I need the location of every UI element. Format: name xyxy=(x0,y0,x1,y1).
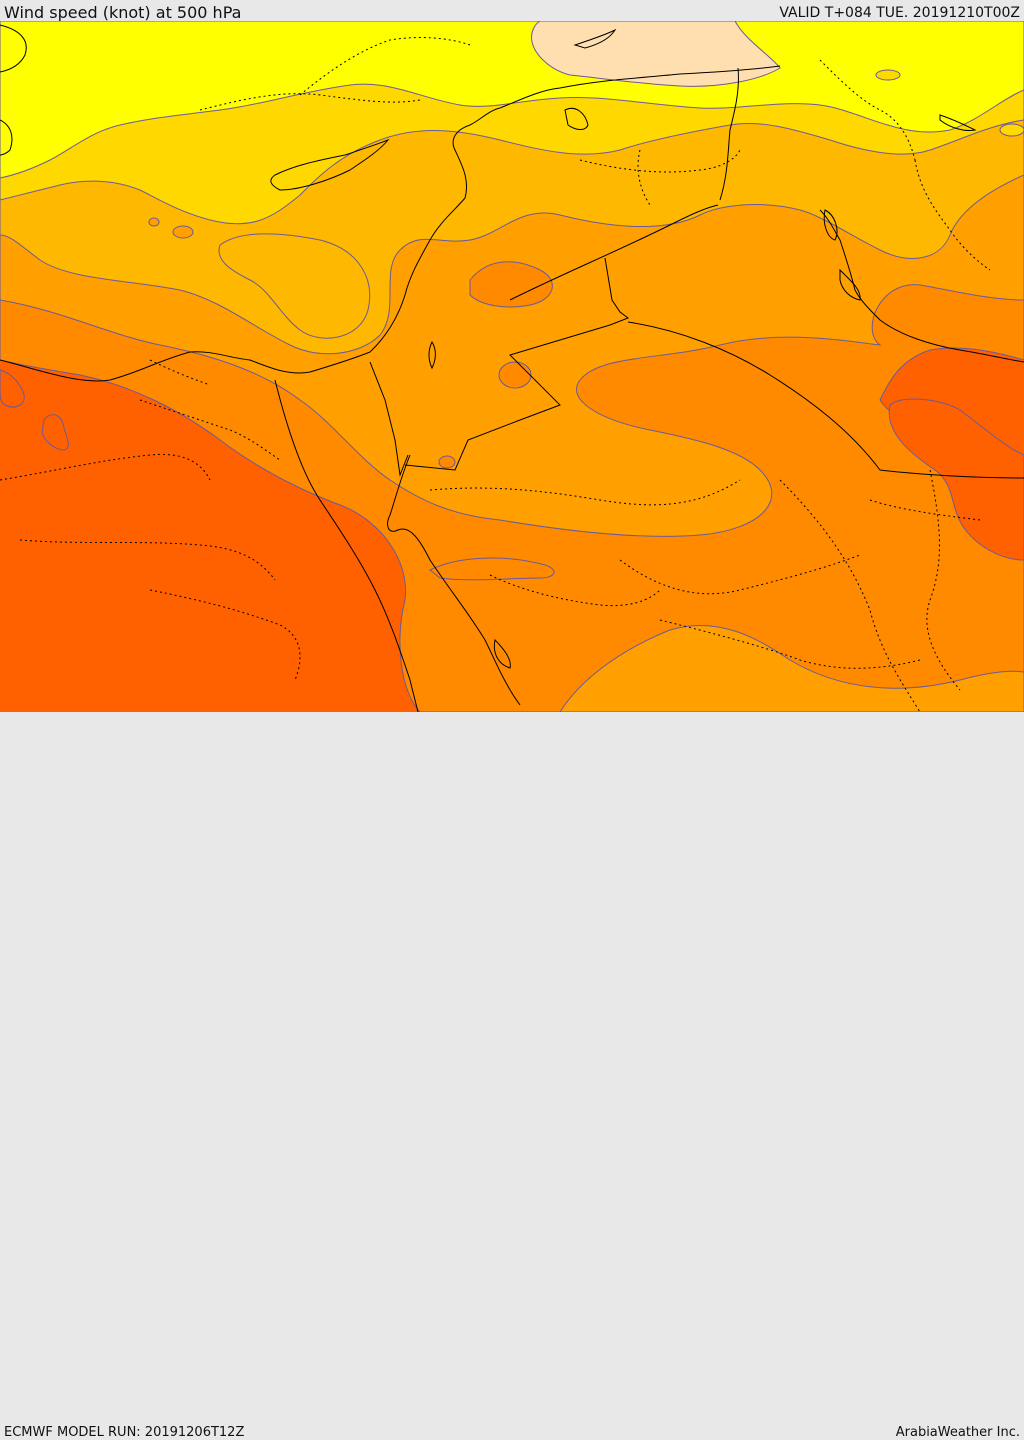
contour-patch xyxy=(999,123,1024,137)
contour-patch xyxy=(218,233,371,339)
band-min-east xyxy=(888,398,1024,561)
credit-label: ArabiaWeather Inc. xyxy=(895,1425,1020,1440)
contour-patch xyxy=(0,369,25,408)
contour-patch xyxy=(498,361,532,389)
band-light-orange-south xyxy=(559,625,1024,712)
contour-patch xyxy=(875,69,901,81)
map-title: Wind speed (knot) at 500 hPa xyxy=(4,3,242,22)
admin-boundaries xyxy=(0,37,991,712)
country-borders xyxy=(369,204,1024,479)
contour-patch xyxy=(438,455,456,469)
valid-time: VALID T+084 TUE. 20191210T00Z xyxy=(779,5,1020,21)
contour-patch xyxy=(148,217,160,227)
contour-patch xyxy=(469,261,553,308)
coastlines xyxy=(0,24,1024,712)
footer-bar: ECMWF MODEL RUN: 20191206T12Z ArabiaWeat… xyxy=(0,712,1024,1440)
contour-patch xyxy=(429,557,555,581)
contour-patch xyxy=(172,225,194,239)
model-run: ECMWF MODEL RUN: 20191206T12Z xyxy=(4,1425,245,1440)
band-peach xyxy=(531,21,781,87)
header-bar: Wind speed (knot) at 500 hPa VALID T+084… xyxy=(0,0,1024,22)
wind-speed-map[interactable] xyxy=(0,21,1024,712)
contour-patch xyxy=(41,414,69,451)
